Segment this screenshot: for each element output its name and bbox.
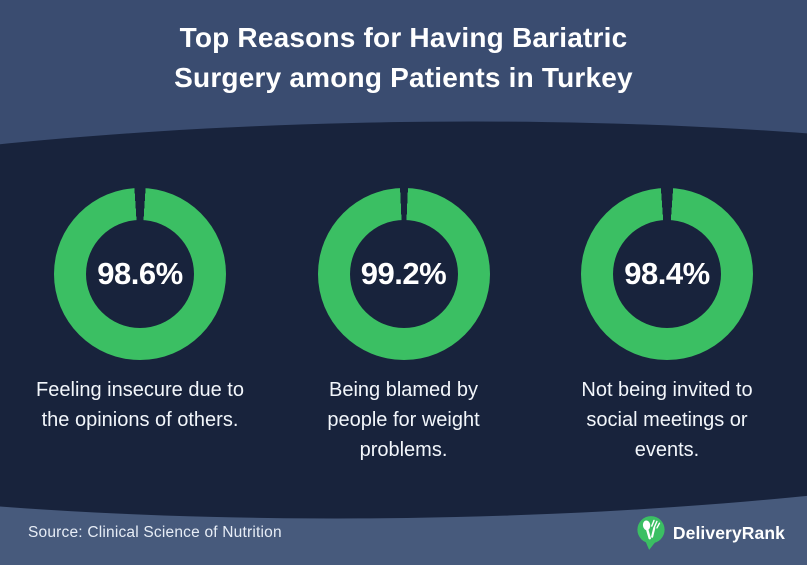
donut-value-label: 99.2% xyxy=(360,256,447,291)
donut-caption: Not being invited to social meetings or … xyxy=(581,379,753,461)
chart-column-3: 98.4% Not being invited to social meetin… xyxy=(539,188,795,465)
brand-name: DeliveryRank xyxy=(672,522,785,543)
donut-hole: 99.2% xyxy=(349,220,458,328)
donut-chart-blamed: 99.2% xyxy=(317,188,490,360)
donut-chart-not-invited: 98.4% xyxy=(581,188,753,360)
donut-chart-insecurity: 98.6% xyxy=(54,188,226,360)
donut-value-label: 98.4% xyxy=(624,256,710,291)
footer: Source: Clinical Science of Nutrition De… xyxy=(28,509,785,557)
page-title: Top Reasons for Having Bariatric Surgery… xyxy=(174,22,633,93)
deliveryrank-pin-icon xyxy=(637,516,665,550)
donut-value-label: 98.6% xyxy=(97,256,183,291)
brand-logo: DeliveryRank xyxy=(636,515,785,551)
source-text: Source: Clinical Science of Nutrition xyxy=(28,524,282,541)
donut-hole: 98.6% xyxy=(86,220,194,328)
donut-caption: Being blamed by people for weight proble… xyxy=(327,379,480,461)
chart-column-1: 98.6% Feeling insecure due to the opinio… xyxy=(12,188,268,465)
donut-caption: Feeling insecure due to the opinions of … xyxy=(36,379,244,431)
chart-column-2: 99.2% Being blamed by people for weight … xyxy=(276,188,532,465)
donut-hole: 98.4% xyxy=(613,220,721,328)
charts-row: 98.6% Feeling insecure due to the opinio… xyxy=(12,188,795,465)
